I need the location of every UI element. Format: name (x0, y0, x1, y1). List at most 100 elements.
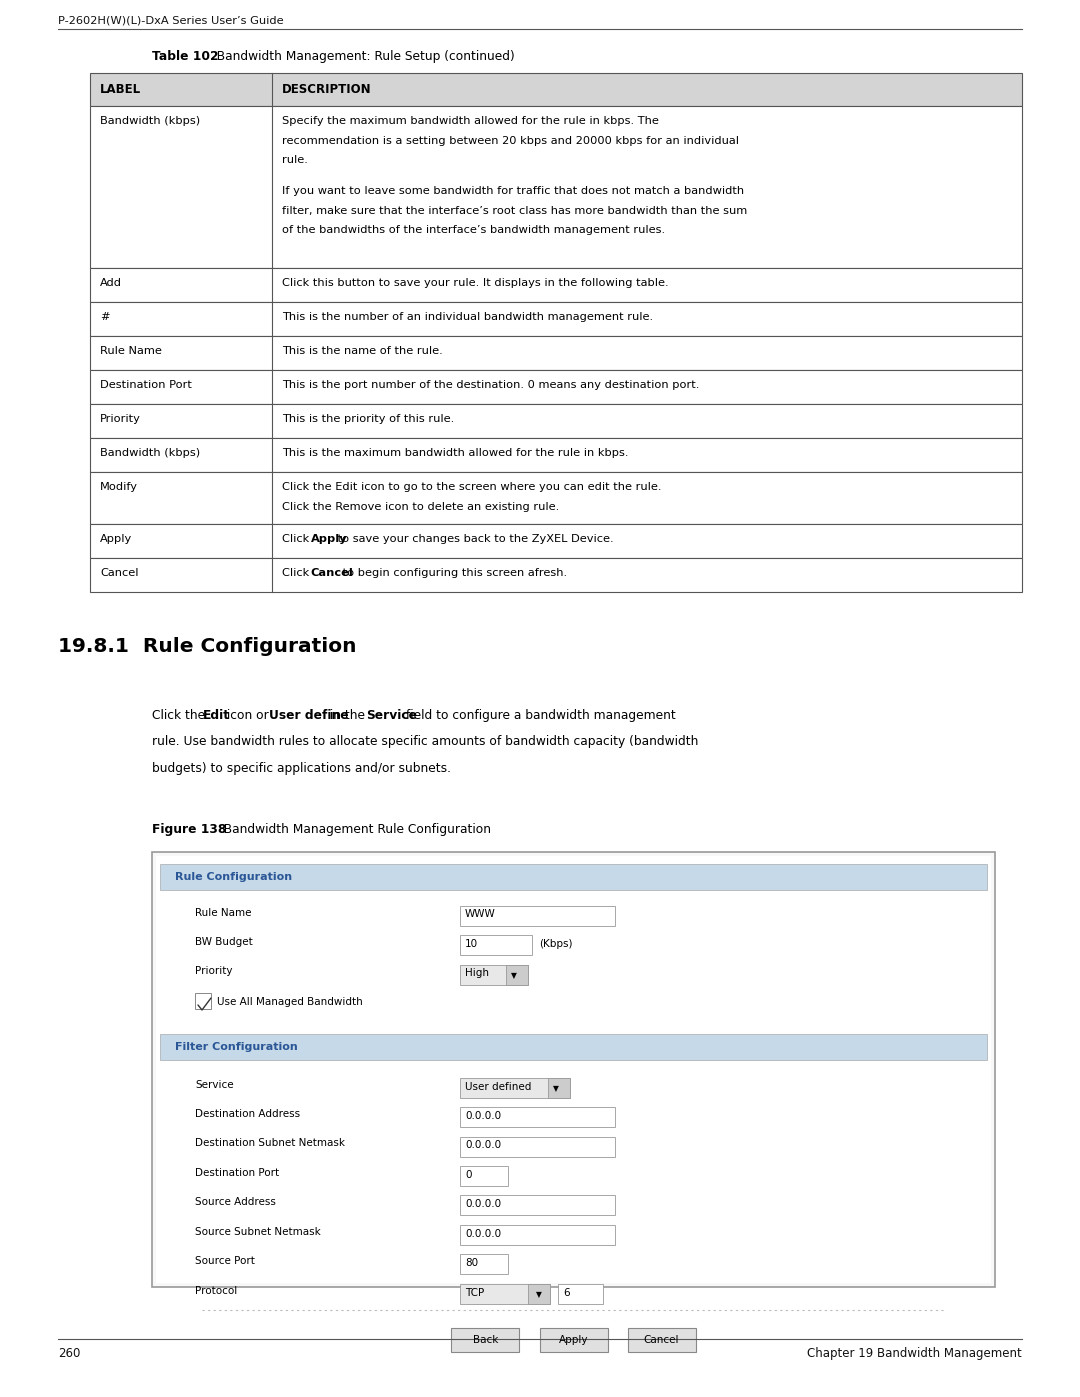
Text: 0: 0 (465, 1171, 472, 1180)
Text: budgets) to specific applications and/or subnets.: budgets) to specific applications and/or… (152, 761, 451, 775)
Text: Source Address: Source Address (195, 1197, 275, 1207)
Text: Source Port: Source Port (195, 1256, 255, 1267)
Text: (Kbps): (Kbps) (539, 939, 572, 949)
Text: Cancel: Cancel (100, 569, 138, 578)
Bar (160, 863, 987, 890)
Text: Bandwidth (kbps): Bandwidth (kbps) (100, 116, 200, 126)
Bar (90, 404, 1022, 439)
Bar (558, 1284, 603, 1303)
Text: High: High (465, 968, 489, 978)
Text: to save your changes back to the ZyXEL Device.: to save your changes back to the ZyXEL D… (335, 534, 613, 543)
Text: 0.0.0.0: 0.0.0.0 (465, 1140, 501, 1151)
Text: If you want to leave some bandwidth for traffic that does not match a bandwidth: If you want to leave some bandwidth for … (282, 186, 744, 196)
Bar (90, 439, 1022, 472)
Text: 0.0.0.0: 0.0.0.0 (465, 1111, 501, 1120)
Text: Click this button to save your rule. It displays in the following table.: Click this button to save your rule. It … (282, 278, 669, 288)
Bar (460, 1255, 508, 1274)
Text: 80: 80 (465, 1259, 478, 1268)
Text: in the: in the (325, 710, 368, 722)
Bar (460, 964, 528, 985)
Text: Click: Click (282, 569, 313, 578)
Text: TCP: TCP (465, 1288, 484, 1298)
Bar (540, 1329, 607, 1352)
Text: Source Subnet Netmask: Source Subnet Netmask (195, 1227, 321, 1236)
Text: Destination Subnet Netmask: Destination Subnet Netmask (195, 1139, 345, 1148)
Text: of the bandwidths of the interface’s bandwidth management rules.: of the bandwidths of the interface’s ban… (282, 225, 665, 235)
Bar (460, 905, 615, 925)
Bar (90, 557, 1022, 592)
Bar (460, 1077, 570, 1098)
Text: rule.: rule. (282, 155, 308, 165)
Text: Click the Edit icon to go to the screen where you can edit the rule.: Click the Edit icon to go to the screen … (282, 482, 661, 492)
Text: Rule Configuration: Rule Configuration (175, 872, 292, 882)
Text: Click the: Click the (152, 710, 210, 722)
Text: to begin configuring this screen afresh.: to begin configuring this screen afresh. (339, 569, 567, 578)
Text: rule. Use bandwidth rules to allocate specific amounts of bandwidth capacity (ba: rule. Use bandwidth rules to allocate sp… (152, 735, 699, 749)
Bar (528, 1284, 550, 1303)
Text: ▼: ▼ (511, 971, 517, 981)
Text: Filter Configuration: Filter Configuration (175, 1042, 298, 1052)
Text: Cancel: Cancel (311, 569, 353, 578)
Text: 0.0.0.0: 0.0.0.0 (465, 1229, 501, 1239)
Bar (507, 964, 528, 985)
Bar (156, 855, 991, 1282)
Bar (90, 472, 1022, 524)
Bar (195, 993, 211, 1009)
Text: 6: 6 (563, 1288, 569, 1298)
Text: This is the name of the rule.: This is the name of the rule. (282, 346, 443, 356)
Text: Priority: Priority (100, 414, 140, 425)
Text: User define: User define (269, 710, 349, 722)
Text: Bandwidth (kbps): Bandwidth (kbps) (100, 448, 200, 458)
Bar (460, 1225, 615, 1245)
Text: Use All Managed Bandwidth: Use All Managed Bandwidth (217, 997, 363, 1007)
Bar (548, 1077, 570, 1098)
Text: 0.0.0.0: 0.0.0.0 (465, 1200, 501, 1210)
Text: 19.8.1  Rule Configuration: 19.8.1 Rule Configuration (58, 637, 356, 657)
Text: LABEL: LABEL (100, 82, 141, 96)
Text: Edit: Edit (203, 710, 230, 722)
Text: Destination Address: Destination Address (195, 1109, 300, 1119)
Bar (90, 524, 1022, 557)
Text: Bandwidth Management Rule Configuration: Bandwidth Management Rule Configuration (212, 823, 491, 837)
Text: Modify: Modify (100, 482, 138, 492)
Text: Add: Add (100, 278, 122, 288)
Text: field to configure a bandwidth management: field to configure a bandwidth managemen… (402, 710, 676, 722)
Bar (460, 1166, 508, 1186)
Bar (160, 1034, 987, 1059)
Text: Apply: Apply (558, 1336, 589, 1345)
Text: Apply: Apply (100, 534, 132, 543)
Bar (460, 1284, 550, 1303)
Text: Click the Remove icon to delete an existing rule.: Click the Remove icon to delete an exist… (282, 502, 559, 511)
Text: ▼: ▼ (553, 1084, 559, 1092)
Text: Cancel: Cancel (644, 1336, 679, 1345)
Bar (90, 370, 1022, 404)
Bar (451, 1329, 519, 1352)
Text: Figure 138: Figure 138 (152, 823, 227, 837)
Text: Specify the maximum bandwidth allowed for the rule in kbps. The: Specify the maximum bandwidth allowed fo… (282, 116, 659, 126)
Text: Rule Name: Rule Name (100, 346, 162, 356)
Bar (152, 852, 995, 1287)
Bar (460, 1137, 615, 1157)
Bar (627, 1329, 696, 1352)
Text: Service: Service (195, 1080, 233, 1090)
Text: Destination Port: Destination Port (195, 1168, 279, 1178)
Text: Priority: Priority (195, 967, 232, 977)
Bar (90, 302, 1022, 337)
Text: Back: Back (473, 1336, 498, 1345)
Text: DESCRIPTION: DESCRIPTION (282, 82, 372, 96)
Text: Bandwidth Management: Rule Setup (continued): Bandwidth Management: Rule Setup (contin… (205, 50, 515, 63)
Bar (460, 1196, 615, 1215)
Text: Protocol: Protocol (195, 1287, 238, 1296)
Text: Chapter 19 Bandwidth Management: Chapter 19 Bandwidth Management (807, 1347, 1022, 1361)
Text: BW Budget: BW Budget (195, 937, 253, 947)
Text: 260: 260 (58, 1347, 80, 1361)
Text: User defined: User defined (465, 1081, 531, 1091)
Text: ▼: ▼ (536, 1291, 542, 1299)
Text: P-2602H(W)(L)-DxA Series User’s Guide: P-2602H(W)(L)-DxA Series User’s Guide (58, 15, 284, 25)
Text: 10: 10 (465, 939, 478, 949)
Bar (460, 935, 532, 956)
Text: This is the priority of this rule.: This is the priority of this rule. (282, 414, 455, 425)
Text: filter, make sure that the interface’s root class has more bandwidth than the su: filter, make sure that the interface’s r… (282, 205, 747, 215)
Bar (90, 337, 1022, 370)
Text: recommendation is a setting between 20 kbps and 20000 kbps for an individual: recommendation is a setting between 20 k… (282, 136, 739, 145)
